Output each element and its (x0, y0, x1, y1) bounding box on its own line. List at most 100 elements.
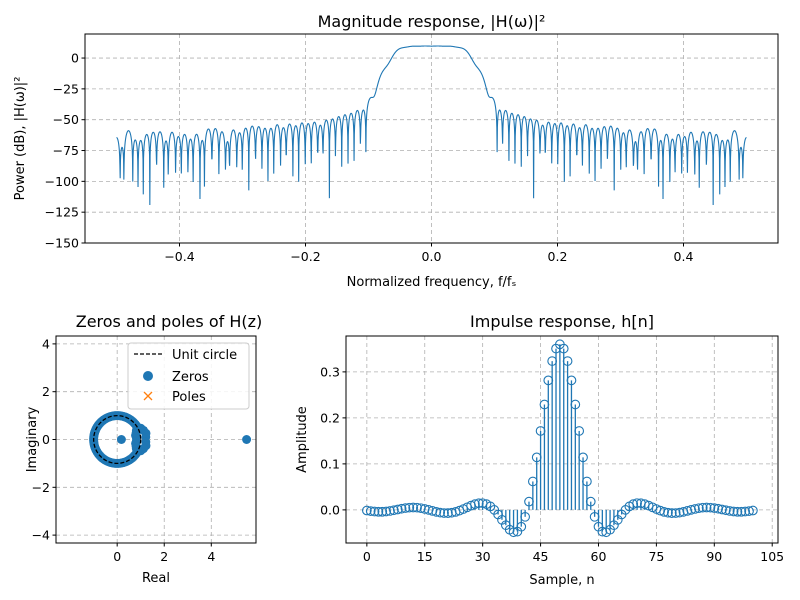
stem-marker (531, 452, 542, 463)
stem-marker (443, 508, 453, 518)
y-tick-label: −50 (53, 112, 79, 127)
stem-marker (396, 503, 407, 514)
stem-marker (412, 502, 422, 513)
stem-marker (666, 508, 677, 518)
legend-zeros-marker (143, 371, 153, 381)
stem-marker (528, 476, 538, 487)
y-tick-label: 4 (42, 336, 50, 351)
stem-marker (435, 507, 446, 518)
stem-marker (686, 505, 696, 515)
stem-marker (381, 506, 392, 517)
axes-frame (345, 335, 779, 544)
zero-marker (242, 435, 252, 444)
y-tick-label: −100 (45, 174, 79, 189)
stem-marker (392, 504, 403, 515)
stem-marker (705, 502, 716, 513)
x-tick-label: 0.0 (422, 249, 442, 264)
stem-marker (470, 499, 480, 509)
stem-marker (431, 507, 442, 517)
stem-marker (558, 343, 569, 354)
pole-zero-marks (89, 411, 252, 468)
x-tick-label: 30 (475, 549, 491, 564)
stem-marker (736, 506, 747, 517)
y-tick-label: −2 (32, 480, 50, 495)
x-tick-label: 105 (760, 549, 784, 564)
stem-marker (373, 506, 384, 517)
stem-marker (473, 498, 484, 509)
stem-marker (539, 399, 550, 410)
x-axis-label: Normalized frequency, f/fₛ (347, 275, 517, 290)
stem-marker (427, 506, 438, 516)
stem-marker (408, 502, 419, 513)
magnitude-response-panel: −0.4 −0.2 0.0 0.2 0.40−25−50−75−100−125−150 … (13, 12, 779, 290)
stem-marker (566, 375, 577, 386)
stem-marker (439, 508, 449, 518)
chart-title: Magnitude response, |H(ω)|² (318, 12, 546, 31)
stem-marker (578, 452, 588, 463)
stem-marker (404, 502, 415, 513)
chart-title: Impulse response, h[n] (470, 312, 654, 331)
x-tick-label: 0 (363, 549, 371, 564)
axes-frame (84, 33, 779, 244)
stem-marker (632, 498, 642, 509)
stem-marker (365, 506, 376, 516)
x-tick-label: −0.2 (290, 249, 320, 264)
legend-entry: Poles (172, 390, 206, 405)
y-tick-label: 0 (71, 51, 79, 66)
x-tick-label: 0.2 (548, 249, 568, 264)
y-tick-label: −25 (53, 81, 79, 96)
stem-marker (385, 506, 395, 516)
axes-frame (55, 335, 257, 544)
stem-marker (524, 496, 534, 507)
stem-marker (690, 504, 700, 514)
x-tick-label: 0.4 (674, 249, 694, 264)
unit-circle (92, 414, 142, 465)
stem-marker (377, 506, 388, 517)
stem-marker (562, 356, 573, 366)
stem-marker (728, 506, 739, 517)
stem-marker (628, 499, 639, 509)
stem-marker (670, 508, 681, 518)
stem-marker (416, 503, 426, 514)
y-tick-label: 0.2 (320, 410, 340, 425)
x-tick-label: 2 (160, 549, 168, 564)
stem-marker (582, 476, 592, 487)
stem-marker (574, 426, 585, 436)
x-tick-label: 90 (706, 549, 722, 564)
stem-marker (585, 496, 596, 507)
stem-marker (701, 502, 712, 513)
stem-marker (570, 399, 581, 410)
y-tick-label: −150 (45, 236, 79, 251)
stem-marker (740, 506, 751, 517)
stem-marker (694, 503, 704, 514)
stem-marker (589, 511, 600, 522)
stem-marker (659, 507, 669, 517)
y-tick-label: 2 (42, 384, 50, 399)
x-axis-label: Sample, n (529, 573, 594, 588)
x-axis-label: Real (142, 571, 170, 586)
y-tick-label: −4 (32, 528, 50, 543)
y-axis-label: Imaginary (25, 406, 40, 472)
legend-entry: Zeros (172, 370, 209, 385)
stem-marker (508, 527, 519, 538)
stem-marker (663, 507, 673, 518)
y-tick-label: −75 (53, 143, 79, 158)
y-tick-label: 0 (42, 432, 50, 447)
stem-marker (748, 505, 758, 516)
stem-marker (744, 506, 754, 516)
y-tick-label: 0.1 (320, 456, 340, 471)
stem-marker (709, 503, 720, 513)
stem-marker (543, 375, 554, 386)
stem-marker (717, 504, 727, 515)
y-axis-label: Power (dB), |H(ω)|² (13, 77, 28, 201)
stem-marker (535, 426, 546, 436)
y-axis-label: Amplitude (295, 406, 310, 473)
y-tick-label: 0.0 (320, 502, 340, 517)
zero-marker (116, 435, 126, 444)
stem-marker (400, 503, 411, 513)
x-tick-label: 60 (591, 549, 607, 564)
legend-entry: Unit circle (172, 348, 237, 363)
y-tick-label: 0.3 (320, 364, 340, 379)
